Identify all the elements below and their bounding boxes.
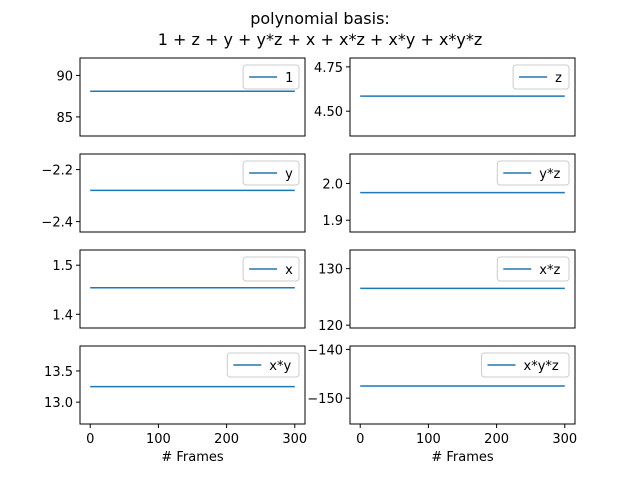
legend: x*y*z — [481, 352, 570, 378]
subplot-6: 120 130 x*z — [318, 249, 576, 334]
y-tick-label: −150 — [307, 392, 343, 407]
legend: y — [242, 160, 300, 186]
y-tick-label: 13.5 — [44, 365, 73, 380]
axes-frame — [79, 57, 306, 137]
x-tick-label: 0 — [356, 432, 364, 447]
y-tick-label: 4.75 — [314, 61, 343, 76]
y-tick-label: 1.5 — [52, 259, 73, 274]
legend-label: y*z — [539, 167, 560, 182]
y-tick-label: 1.4 — [52, 308, 73, 323]
legend-box — [496, 160, 570, 186]
chart-title-line-1: polynomial basis: — [250, 9, 390, 28]
subplot-3: −2.4 −2.2 y — [41, 153, 306, 233]
axes-frame — [349, 57, 576, 137]
y-tick-label: −140 — [307, 343, 343, 358]
x-tick-label: 200 — [214, 432, 239, 447]
legend-box — [226, 352, 300, 378]
x-axis-label: # Frames — [161, 450, 224, 465]
x-tick-label: 0 — [86, 432, 94, 447]
y-tick-label: 85 — [56, 111, 73, 126]
y-tick-label: 1.9 — [322, 214, 343, 229]
x-tick-label: 300 — [282, 432, 307, 447]
y-tick-label: 90 — [56, 69, 73, 84]
legend: 1 — [242, 64, 300, 90]
subplot-4: 1.9 2.0 y*z — [322, 153, 576, 233]
legend: z — [512, 64, 570, 90]
legend-box — [496, 256, 570, 282]
legend-box — [481, 352, 570, 378]
legend: y*z — [496, 160, 570, 186]
axes-frame — [79, 249, 306, 329]
axes-frame — [349, 249, 576, 329]
axes-frame — [79, 153, 306, 233]
y-tick-label: −2.2 — [41, 164, 73, 179]
legend-label: 1 — [285, 71, 293, 86]
legend: x — [242, 256, 300, 282]
y-tick-label: −2.4 — [41, 216, 73, 231]
subplot-2: 4.50 4.75 z — [314, 57, 576, 137]
legend-label: x*z — [539, 263, 560, 278]
legend-label: x*y*z — [524, 359, 559, 374]
x-tick-label: 200 — [484, 432, 509, 447]
x-axis-label: # Frames — [431, 450, 494, 465]
subplot-5: 1.4 1.5 x — [52, 249, 306, 329]
axes-frame — [79, 345, 306, 425]
legend-label: z — [555, 71, 562, 86]
axes-frame — [349, 153, 576, 233]
legend-label: x*y — [269, 359, 291, 374]
y-tick-label: 130 — [318, 263, 343, 278]
subplot-8: −150 −140 0 100 200 300 # Frames x*y*z — [307, 343, 577, 465]
y-tick-label: 2.0 — [322, 177, 343, 192]
y-tick-label: 4.50 — [314, 105, 343, 120]
chart-title-line-2: 1 + z + y + y*z + x + x*z + x*y + x*y*z — [158, 30, 483, 49]
x-tick-label: 300 — [552, 432, 577, 447]
axes-frame — [349, 345, 576, 425]
legend: x*y — [226, 352, 300, 378]
legend-label: x — [285, 263, 293, 278]
legend-label: y — [285, 167, 293, 182]
subplot-1: 85 90 1 — [56, 57, 306, 137]
x-tick-label: 100 — [146, 432, 171, 447]
y-tick-label: 120 — [318, 319, 343, 334]
x-tick-label: 100 — [416, 432, 441, 447]
subplot-7: 13.0 13.5 0 100 200 300 # Frames x*y — [44, 345, 307, 465]
y-tick-label: 13.0 — [44, 396, 73, 411]
legend: x*z — [496, 256, 570, 282]
